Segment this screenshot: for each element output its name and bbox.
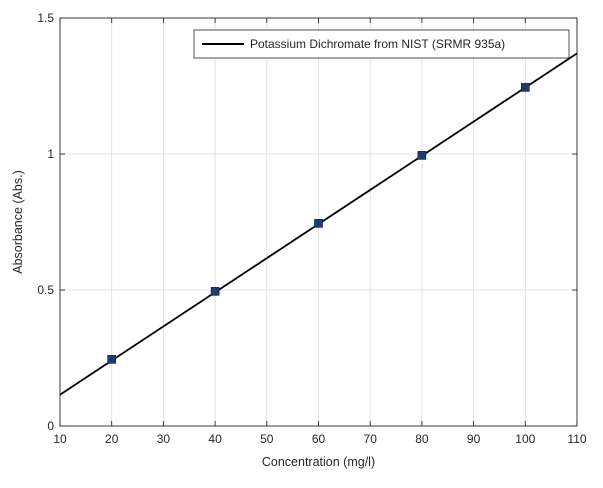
- y-tick-label: 0.5: [37, 283, 54, 297]
- x-tick-label: 90: [467, 432, 481, 446]
- data-point: [520, 83, 530, 92]
- x-tick-label: 50: [260, 432, 274, 446]
- series-layer: [59, 52, 578, 396]
- x-tick-label: 100: [515, 432, 535, 446]
- data-point: [417, 151, 427, 160]
- x-tick-label: 80: [415, 432, 429, 446]
- x-tick-label: 10: [53, 432, 67, 446]
- data-point: [210, 287, 220, 296]
- x-axis-label: Concentration (mg/l): [262, 455, 375, 469]
- data-point: [314, 219, 323, 228]
- y-tick-label: 0: [47, 419, 54, 433]
- data-point: [107, 355, 116, 364]
- legend-label: Potassium Dichromate from NIST (SRMR 935…: [250, 37, 505, 51]
- legend-box: [193, 29, 570, 59]
- x-tick-label: 30: [157, 432, 171, 446]
- x-tick-label: 60: [312, 432, 326, 446]
- tick-layer: 10 20 30 40 50 60 70 80 90 100 110 0 0.5 1 1.5: [37, 11, 587, 446]
- x-tick-label: 110: [567, 432, 586, 446]
- x-tick-label: 20: [105, 432, 119, 446]
- y-tick-label: 1.5: [37, 11, 54, 25]
- y-axis-label: Absorbance (Abs.): [11, 170, 25, 274]
- x-tick-label: 70: [364, 432, 378, 446]
- legend: Potassium Dichromate from NIST (SRMR 935…: [193, 29, 570, 59]
- x-tick-label: 40: [208, 432, 222, 446]
- y-tick-label: 1: [47, 147, 54, 161]
